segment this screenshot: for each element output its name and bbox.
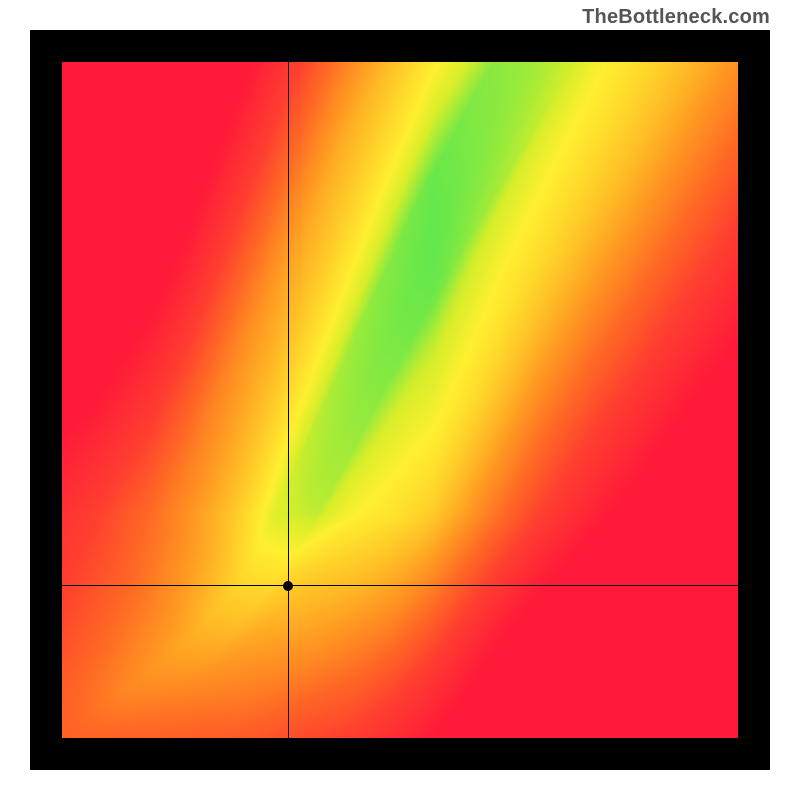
crosshair-marker <box>283 581 293 591</box>
crosshair-horizontal <box>62 585 738 586</box>
plot-frame <box>30 30 770 770</box>
chart-container: TheBottleneck.com <box>0 0 800 800</box>
plot-area <box>62 62 738 738</box>
heatmap-canvas <box>62 62 738 738</box>
crosshair-vertical <box>288 62 289 738</box>
watermark-text: TheBottleneck.com <box>582 6 770 29</box>
